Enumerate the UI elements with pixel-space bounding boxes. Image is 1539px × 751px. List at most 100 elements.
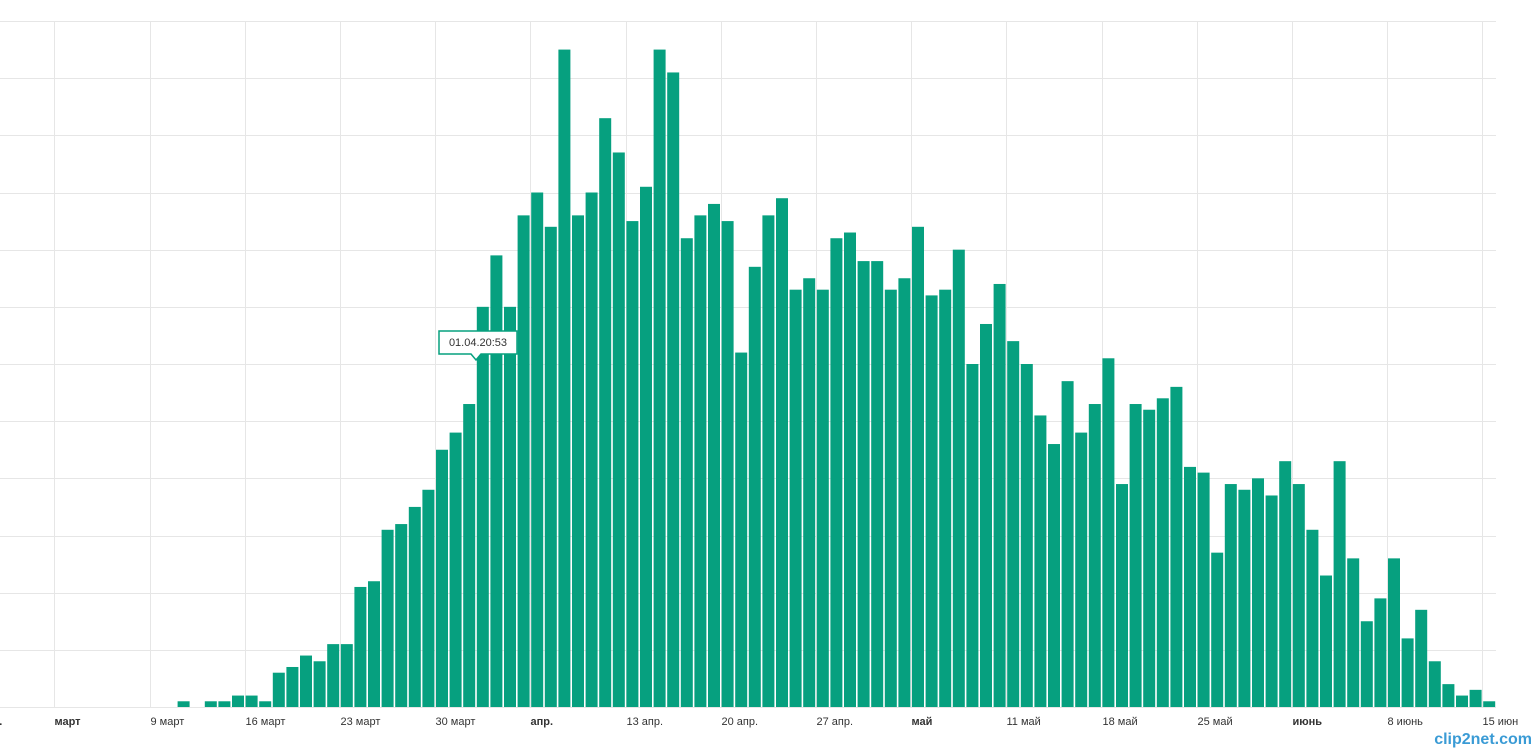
bar [694, 215, 707, 707]
bar [980, 323, 992, 707]
bar [286, 666, 299, 707]
bar [1116, 484, 1128, 707]
bar [640, 186, 652, 708]
x-tick-label: 27 апр. [817, 716, 854, 728]
bar [245, 695, 258, 707]
x-tick-label: 9 март [151, 716, 185, 728]
bar [1483, 701, 1496, 707]
bar [177, 701, 190, 707]
bar [1279, 461, 1292, 707]
bar [789, 289, 802, 707]
bar [952, 249, 965, 707]
bar [1442, 684, 1455, 707]
bar [1197, 472, 1210, 707]
bar [476, 306, 489, 707]
bar [1224, 484, 1237, 707]
bar [844, 232, 856, 707]
bar [1238, 489, 1251, 707]
bar [1415, 609, 1428, 707]
bar [1347, 558, 1360, 707]
x-tick-label: апр. [531, 716, 554, 728]
bar [1034, 415, 1047, 707]
x-tick-label: 16 март [246, 716, 286, 728]
bar [1048, 444, 1060, 707]
bar [708, 203, 720, 707]
x-tick-label: июнь [1293, 716, 1323, 728]
x-tick-label: 15 июн [1483, 716, 1519, 728]
bar [1265, 495, 1278, 707]
bar [966, 364, 979, 707]
bar [218, 701, 231, 707]
bar [585, 192, 598, 707]
bar [381, 529, 394, 707]
x-tick-label: р. [0, 716, 2, 728]
bar [680, 238, 693, 707]
x-tick-label: 30 март [436, 716, 476, 728]
bar [436, 449, 448, 707]
bar [1156, 398, 1169, 707]
bar [232, 695, 244, 707]
bar [531, 192, 544, 707]
x-tick-label: март [55, 716, 82, 728]
bar [667, 72, 680, 707]
bar [1170, 386, 1183, 707]
bar [993, 283, 1006, 707]
bar [830, 238, 843, 707]
bar [1088, 404, 1101, 707]
bar [395, 524, 408, 707]
bar [1102, 358, 1115, 707]
bar [340, 644, 353, 707]
bar [1007, 341, 1020, 707]
bar [368, 581, 380, 707]
bar [300, 655, 312, 707]
watermark: clip2net.com [1434, 731, 1532, 748]
bar [898, 278, 911, 707]
x-tick-label: 8 июнь [1388, 716, 1424, 728]
bar [626, 221, 639, 708]
bar [204, 701, 217, 707]
bar [1456, 695, 1468, 707]
bar [354, 586, 367, 707]
x-tick-label: 11 май [1007, 716, 1041, 728]
bar [490, 255, 503, 707]
bar [1252, 478, 1264, 707]
bar [1306, 529, 1319, 707]
bar [748, 266, 761, 707]
bar [925, 295, 938, 707]
bar [612, 152, 625, 707]
bar [1292, 484, 1305, 707]
x-tick-label: 25 май [1198, 716, 1233, 728]
bar [1428, 661, 1441, 707]
x-tick-label: май [912, 716, 933, 728]
bar [912, 226, 924, 708]
bar [1401, 638, 1414, 707]
bar [1061, 381, 1074, 707]
tooltip-box [438, 330, 518, 362]
bar [463, 404, 476, 707]
bar [1184, 466, 1196, 707]
x-tick-label: 20 апр. [722, 716, 759, 728]
bar [1374, 598, 1387, 707]
bar [1020, 364, 1033, 707]
bar [517, 215, 530, 707]
tooltip-text: 01.04.20:53 [449, 337, 507, 349]
x-tick-label: 13 апр. [627, 716, 664, 728]
bar [884, 289, 897, 707]
bar [803, 278, 816, 707]
x-tick-label: 18 май [1103, 716, 1138, 728]
bar [1320, 575, 1332, 707]
bar [1333, 461, 1346, 707]
bar [599, 118, 612, 707]
x-tick-label: 23 март [341, 716, 381, 728]
bar [776, 198, 788, 707]
bar [816, 289, 829, 707]
bar [327, 644, 340, 707]
bar [721, 221, 734, 708]
bar [544, 226, 557, 708]
bar [449, 432, 462, 707]
bar [1360, 621, 1373, 707]
bar [871, 261, 884, 707]
bar [504, 306, 516, 707]
